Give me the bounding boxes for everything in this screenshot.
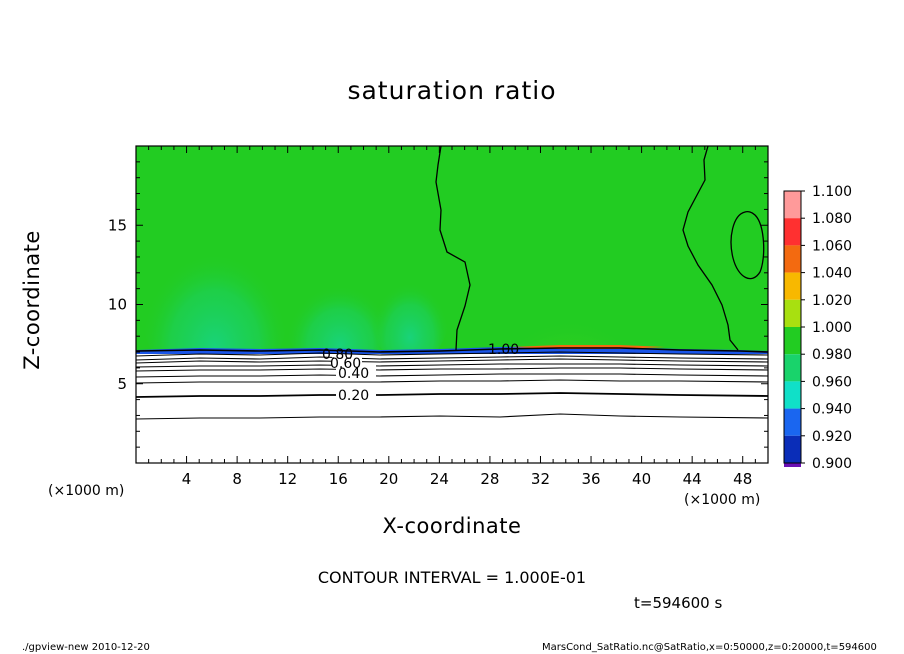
x-tick-label: 20	[379, 470, 398, 488]
colorbar-label: 0.940	[812, 402, 852, 418]
colorbar-swatch	[784, 463, 801, 467]
colorbar-label: 1.080	[812, 211, 852, 227]
colorbar-label: 1.020	[812, 293, 852, 309]
contour-0.50	[136, 367, 768, 372]
contour-0.70	[136, 358, 768, 364]
contour-0.40	[136, 373, 768, 378]
colorbar-label: 1.040	[812, 266, 852, 282]
y-tick-label: 10	[108, 296, 127, 314]
x-tick-label: 8	[232, 470, 242, 488]
colorbar	[783, 190, 805, 467]
colorbar-label: 0.960	[812, 374, 852, 390]
colorbar-swatch	[784, 381, 801, 409]
x-axis-label: X-coordinate	[382, 514, 522, 538]
contour-label-0.80: 0.80	[322, 347, 353, 363]
cool-patch-center	[370, 255, 450, 365]
chart-title: saturation ratio	[347, 76, 557, 105]
contour-label-0.40: 0.40	[338, 366, 369, 382]
contour-0.20	[136, 392, 768, 398]
x-tick-label: 24	[430, 470, 449, 488]
colorbar-swatch	[784, 191, 801, 219]
contour-label-1.00: 1.00	[488, 342, 519, 358]
x-tick-label: 44	[683, 470, 702, 488]
plot-field	[136, 146, 768, 463]
colorbar-swatch	[784, 327, 801, 355]
y-axis-tick-labels: 5 10 15	[108, 216, 127, 393]
cool-patch-mid	[285, 255, 395, 375]
contour-1.00-loop	[730, 210, 765, 280]
x-unit-label-left: (×1000 m)	[48, 483, 125, 499]
contour-0.60	[136, 363, 768, 368]
x-tick-label: 48	[733, 470, 752, 488]
colorbar-labels: 1.100 1.080 1.060 1.040 1.020 1.000 0.980 0.960…	[812, 184, 852, 472]
cool-patch-left	[140, 205, 290, 395]
colorbar-swatch	[784, 218, 801, 246]
colorbar-label: 1.000	[812, 320, 852, 336]
contour-labels: 0.20 0.40 0.60 0.80 1.00	[322, 342, 519, 404]
x-tick-label: 32	[531, 470, 550, 488]
colorbar-swatch	[784, 408, 801, 436]
x-tick-label: 40	[632, 470, 651, 488]
colorbar-swatch	[784, 272, 801, 300]
colorbar-label: 1.060	[812, 238, 852, 254]
x-tick-label: 4	[182, 470, 192, 488]
colorbar-label: 0.900	[812, 456, 852, 472]
contour-label-0.20: 0.20	[338, 388, 369, 404]
x-unit-label-right: (×1000 m)	[684, 492, 761, 508]
colorbar-swatch	[784, 299, 801, 327]
y-tick-label: 15	[108, 216, 127, 234]
contour-interval-text: CONTOUR INTERVAL = 1.000E-01	[317, 568, 587, 587]
contour-0.80	[136, 355, 768, 361]
contour-label-0.60: 0.60	[330, 356, 361, 372]
contour-0.10	[136, 413, 768, 420]
contour-lines	[136, 146, 768, 420]
contour-0.30	[136, 379, 768, 384]
x-tick-label: 28	[480, 470, 499, 488]
y-axis-label: Z-coordinate	[20, 230, 44, 370]
colorbar-label: 1.100	[812, 184, 852, 200]
x-tick-label: 16	[329, 470, 348, 488]
contour-1.00-base	[136, 347, 768, 353]
colorbar-label: 0.980	[812, 347, 852, 363]
colorbar-swatch	[784, 435, 801, 463]
colorbar-swatch	[784, 245, 801, 273]
time-text: t=594600 s	[634, 594, 723, 612]
x-tick-label: 36	[581, 470, 600, 488]
contour-1.00-right	[682, 146, 739, 351]
contour-0.90	[136, 351, 768, 357]
footer-left: ./gpview-new 2010-12-20	[22, 642, 150, 653]
colorbar-swatch	[784, 354, 801, 382]
colorbar-label: 0.920	[812, 429, 852, 445]
subsaturated-region	[136, 354, 768, 463]
contour-1.00-left	[435, 146, 471, 351]
x-axis-ticks	[148, 146, 756, 463]
footer-right: MarsCond_SatRatio.nc@SatRatio,x=0:50000,…	[542, 642, 877, 653]
x-tick-label: 12	[278, 470, 297, 488]
x-axis-tick-labels: 4 8 12 16 20 24 28 32 36 40 44 48	[182, 470, 752, 488]
y-tick-label: 5	[117, 375, 127, 393]
y-axis-ticks	[136, 161, 768, 448]
